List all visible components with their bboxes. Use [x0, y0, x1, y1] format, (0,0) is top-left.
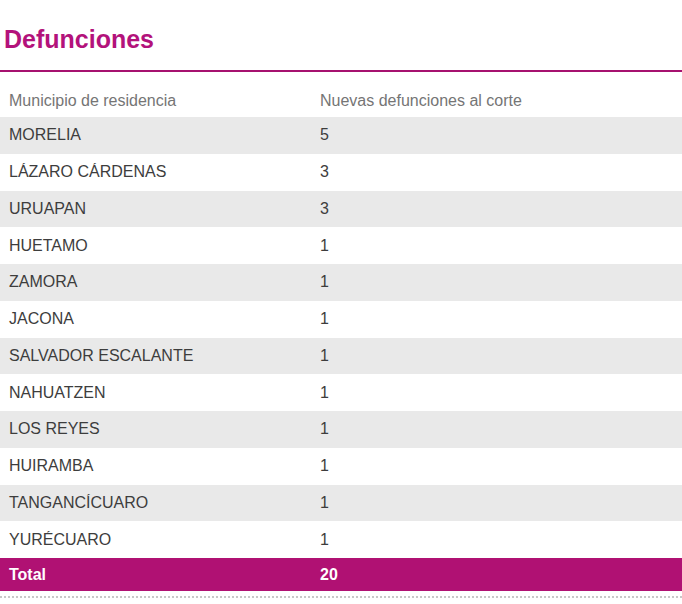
table-row[interactable]: MORELIA 5: [0, 117, 682, 154]
total-label: Total: [0, 566, 320, 584]
table-row[interactable]: LOS REYES 1: [0, 411, 682, 448]
value-cell: 1: [320, 420, 682, 438]
deaths-table: Municipio de residencia Nuevas defuncion…: [0, 72, 682, 591]
value-cell: 1: [320, 457, 682, 475]
table-row[interactable]: NAHUATZEN 1: [0, 374, 682, 411]
total-value: 20: [320, 566, 682, 584]
table-body: MORELIA 5 LÁZARO CÁRDENAS 3 URUAPAN 3 HU…: [0, 117, 682, 558]
table-row[interactable]: SALVADOR ESCALANTE 1: [0, 338, 682, 375]
municipality-cell: LOS REYES: [0, 420, 320, 438]
table-row[interactable]: ZAMORA 1: [0, 264, 682, 301]
table-row[interactable]: HUIRAMBA 1: [0, 448, 682, 485]
value-cell: 1: [320, 273, 682, 291]
value-cell: 1: [320, 494, 682, 512]
table-row[interactable]: URUAPAN 3: [0, 191, 682, 228]
table-total-row: Total 20: [0, 558, 682, 591]
municipality-cell: HUETAMO: [0, 237, 320, 255]
value-cell: 1: [320, 347, 682, 365]
municipality-cell: JACONA: [0, 310, 320, 328]
value-cell: 5: [320, 126, 682, 144]
table-row[interactable]: HUETAMO 1: [0, 227, 682, 264]
column-header-nuevas-defunciones: Nuevas defunciones al corte: [320, 92, 682, 110]
municipality-cell: SALVADOR ESCALANTE: [0, 347, 320, 365]
column-header-municipio: Municipio de residencia: [0, 92, 320, 110]
value-cell: 1: [320, 384, 682, 402]
value-cell: 3: [320, 163, 682, 181]
municipality-cell: MORELIA: [0, 126, 320, 144]
municipality-cell: TANGANCÍCUARO: [0, 494, 320, 512]
table-row[interactable]: YURÉCUARO 1: [0, 521, 682, 558]
table-bottom-border: [0, 596, 682, 598]
page-title: Defunciones: [4, 25, 154, 54]
value-cell: 3: [320, 200, 682, 218]
value-cell: 1: [320, 531, 682, 549]
municipality-cell: ZAMORA: [0, 273, 320, 291]
municipality-cell: URUAPAN: [0, 200, 320, 218]
value-cell: 1: [320, 237, 682, 255]
table-header-row: Municipio de residencia Nuevas defuncion…: [0, 72, 682, 117]
table-row[interactable]: JACONA 1: [0, 301, 682, 338]
municipality-cell: NAHUATZEN: [0, 384, 320, 402]
value-cell: 1: [320, 310, 682, 328]
table-row[interactable]: LÁZARO CÁRDENAS 3: [0, 154, 682, 191]
municipality-cell: HUIRAMBA: [0, 457, 320, 475]
municipality-cell: LÁZARO CÁRDENAS: [0, 163, 320, 181]
municipality-cell: YURÉCUARO: [0, 531, 320, 549]
table-row[interactable]: TANGANCÍCUARO 1: [0, 485, 682, 522]
